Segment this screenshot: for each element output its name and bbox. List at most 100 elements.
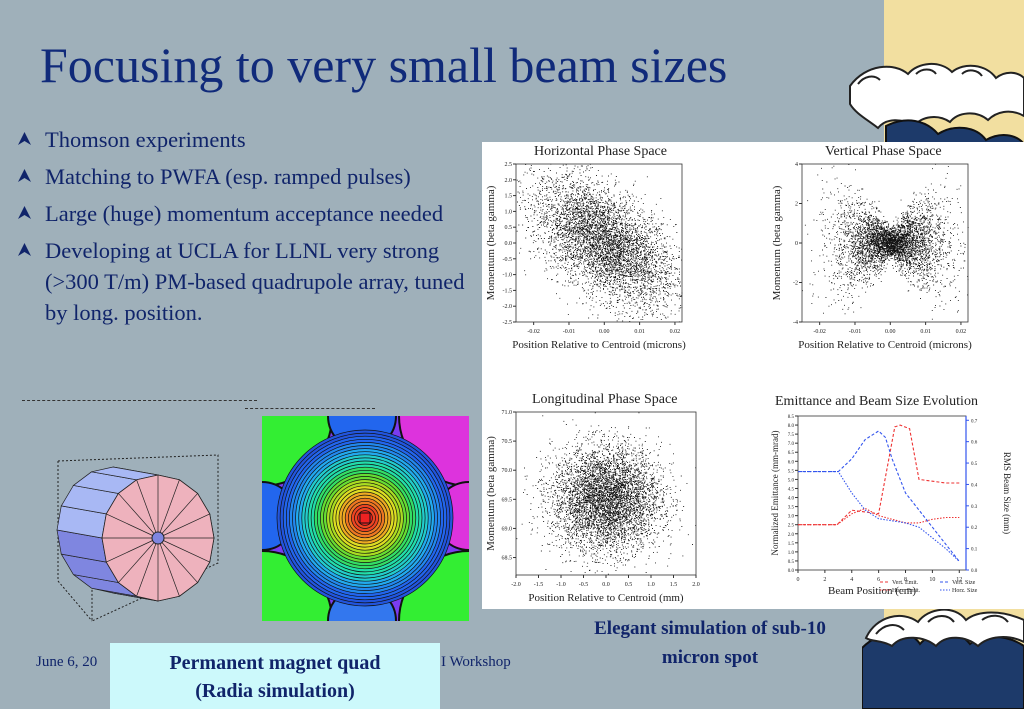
bullet-text: Thomson experiments (45, 127, 246, 152)
contour-corner-region (398, 416, 469, 487)
plot-emittance-beam-size: 0 2 4 6 8 10 12 0.0 0.5 1.0 1.5 2.0 2.5 3.0 3.5 4.0 4.5 5… (770, 415, 1012, 597)
plot-vertical-phase-space: -0.02 -0.01 0.00 0.01 0.02 4 2 0 -2 -4 Position Re… (771, 162, 972, 351)
y-tick-label: 2.5 (505, 162, 513, 168)
x-axis-label: Position Relative to Centroid (microns) (512, 339, 686, 351)
y-tick-label: 2.0 (788, 533, 795, 538)
magnet-segment-line (157, 513, 210, 539)
y-axis-label: Momentum (beta gamma) (771, 185, 783, 300)
x-tick-label: -0.5 (579, 582, 589, 588)
x-tick-label: 1.5 (670, 582, 678, 588)
x-axis-label: Position Relative to Centroid (microns) (798, 339, 972, 351)
x-tick-label: 0.01 (920, 329, 931, 335)
bullet-text: Developing at UCLA for LLNL very strong … (45, 238, 465, 325)
bullet-item: Developing at UCLA for LLNL very strong … (18, 235, 488, 328)
x-tick-label: 10 (929, 577, 935, 583)
simulation-caption: Elegant simulation of sub-10 micron spot (560, 614, 860, 672)
y-tick-label: 6.0 (788, 460, 795, 465)
y-tick-label: 5.0 (788, 478, 795, 483)
slide-title: Focusing to very small beam sizes (40, 37, 728, 93)
y-tick-label: 2.5 (788, 524, 795, 529)
y2-tick-label: 0.7 (971, 419, 978, 424)
x-tick-label: -1.0 (556, 582, 566, 588)
x-axis-label: Position Relative to Centroid (mm) (528, 592, 684, 604)
y2-tick-label: 0.1 (971, 548, 978, 553)
y-tick-label: 1.5 (505, 194, 513, 200)
scatter-points (516, 412, 697, 575)
star-bullet-icon (18, 169, 31, 182)
y-axis-label: Momentum (beta gamma) (485, 436, 497, 551)
contour-corner-region (262, 416, 333, 487)
magnet-segment-line (106, 537, 159, 563)
y-tick-label: 1.0 (788, 551, 795, 556)
y-tick-label: 1.5 (788, 542, 795, 547)
magnet-segment-line (106, 513, 159, 539)
bullet-text: Matching to PWFA (esp. ramped pulses) (45, 164, 411, 189)
series-line (798, 507, 960, 526)
simulation-panel: Horizontal Phase Space Vertical Phase Sp… (482, 142, 1024, 609)
x-tick-label: 2 (823, 577, 826, 583)
contour-corner-region (398, 550, 469, 621)
field-center (359, 512, 371, 524)
legend-label: Vert. Emit. (892, 580, 919, 586)
y-tick-label: 71.0 (502, 410, 513, 416)
y-tick-label: -2.5 (503, 320, 513, 326)
star-bullet-icon (18, 243, 31, 256)
magnet-segment-line (118, 493, 159, 539)
bullet-item: Matching to PWFA (esp. ramped pulses) (18, 161, 488, 192)
y-tick-label: 68.5 (502, 556, 513, 562)
quad-caption-box: Permanent magnet quad (Radia simulation) (110, 643, 440, 709)
y-tick-label: 4.5 (788, 487, 795, 492)
y-tick-label: -2 (793, 281, 798, 287)
footer-date: June 6, 20 (36, 654, 98, 670)
y-tick-label: -2.0 (503, 304, 513, 310)
y-tick-label: 70.5 (502, 439, 513, 445)
x-tick-label: -0.01 (563, 329, 576, 335)
y-axis-label: Momentum (beta gamma) (485, 185, 497, 300)
y-tick-label: -1.0 (503, 273, 513, 279)
x-tick-label: 0.00 (599, 329, 610, 335)
y-tick-label: -0.5 (503, 257, 513, 263)
y-tick-label: 0.0 (505, 241, 513, 247)
y-tick-label: 2.0 (505, 178, 513, 184)
magnet-segment-line (157, 537, 210, 563)
x-tick-label: 4 (850, 577, 853, 583)
scatter-points (802, 163, 969, 320)
simulation-caption-line: micron spot (661, 647, 759, 668)
label-stub (22, 400, 257, 401)
y-tick-label: 7.0 (788, 442, 795, 447)
y-tick-label: 0 (795, 241, 798, 247)
star-bullet-icon (18, 206, 31, 219)
y-tick-label: 69.0 (502, 526, 513, 532)
footer-event: I Workshop (441, 654, 511, 670)
y-tick-label: 6.5 (788, 451, 795, 456)
legend-label: Horz. Emit. (892, 588, 921, 594)
y-tick-label: 69.5 (502, 497, 513, 503)
x-tick-label: 0.01 (634, 329, 645, 335)
y-tick-label: 0.0 (788, 569, 795, 574)
x-tick-label: 12 (956, 577, 962, 583)
y-axis-label: Normalized Emittance (mm-mrad) (770, 431, 780, 556)
y2-tick-label: 0.3 (971, 505, 978, 510)
magnet-segment-line (157, 537, 198, 583)
star-bullet-icon (18, 132, 31, 145)
y-tick-label: 3.0 (788, 515, 795, 520)
y-tick-label: 5.5 (788, 469, 795, 474)
y2-tick-label: 0.4 (971, 483, 978, 488)
simulation-caption-line: Elegant simulation of sub-10 (594, 618, 826, 639)
y2-tick-label: 0.0 (971, 569, 978, 574)
x-tick-label: 0.0 (602, 582, 610, 588)
magnet-segment-line (157, 493, 198, 539)
x-tick-label: 6 (877, 577, 880, 583)
y2-tick-label: 0.5 (971, 462, 978, 467)
y2-tick-label: 0.6 (971, 441, 978, 446)
bullet-list: Thomson experiments Matching to PWFA (es… (18, 124, 488, 334)
series-line (798, 471, 960, 562)
y-tick-label: -1.5 (503, 288, 513, 294)
magnet-segment-line (157, 479, 180, 539)
x-tick-label: 0 (797, 577, 800, 583)
y-tick-label: -4 (793, 320, 798, 326)
x-tick-label: 0.02 (956, 329, 967, 335)
quad-caption-line: Permanent magnet quad (169, 652, 381, 674)
y-tick-label: 7.5 (788, 433, 795, 438)
y-tick-label: 4.0 (788, 497, 795, 502)
